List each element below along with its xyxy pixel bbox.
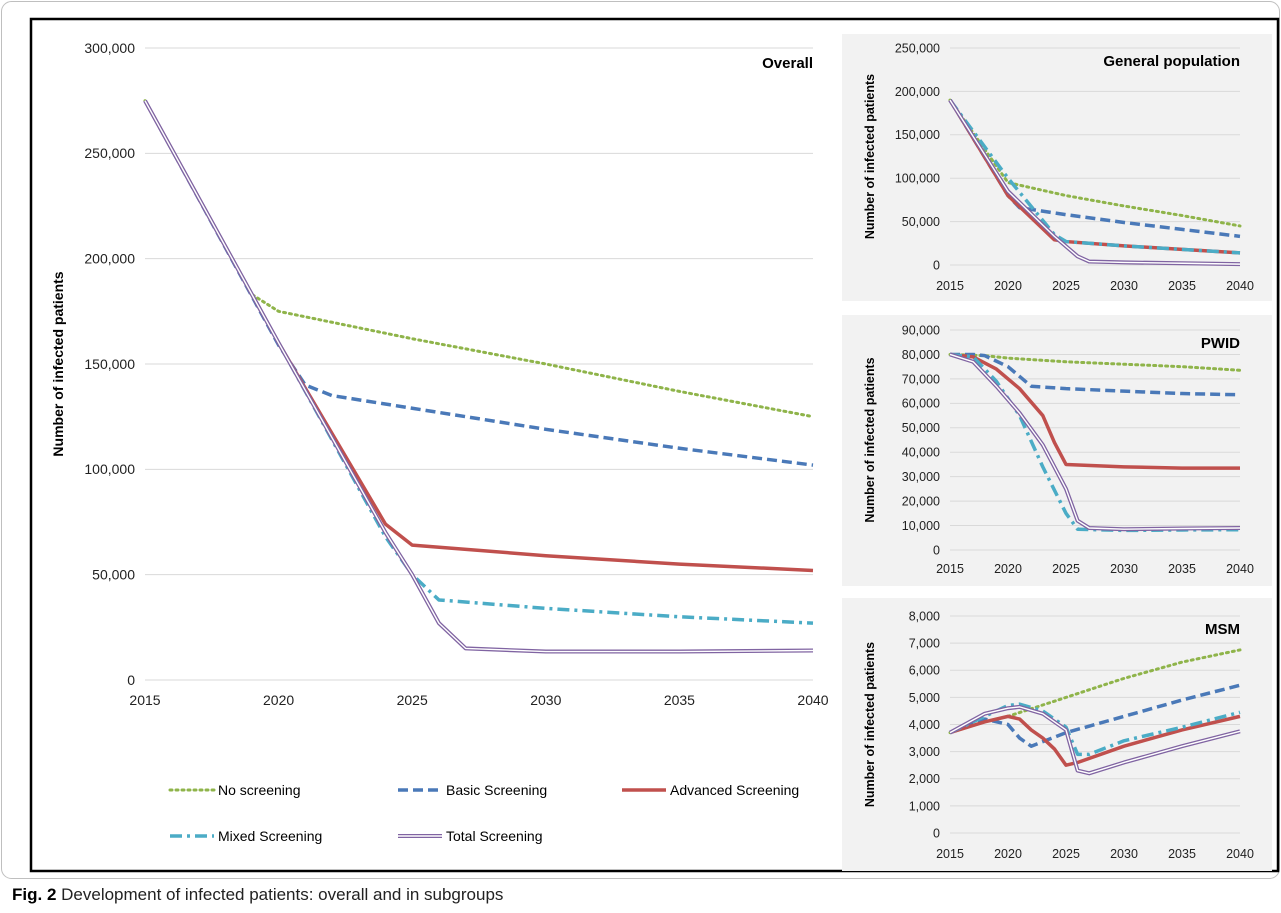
series-line-advanced bbox=[949, 352, 1240, 470]
x-tick-label: 2035 bbox=[1168, 279, 1196, 293]
y-tick-label: 2,000 bbox=[909, 772, 940, 786]
x-tick-label: 2025 bbox=[1052, 847, 1080, 861]
legend-label: Mixed Screening bbox=[218, 828, 322, 844]
y-tick-label: 250,000 bbox=[84, 145, 135, 161]
y-axis-label: Number of infected patients bbox=[863, 357, 877, 522]
panels: 0 50,000 100,000 150,000 200,000 250,000 300,0… bbox=[50, 34, 1272, 871]
y-axis-label: Number of infected patients bbox=[863, 74, 877, 239]
y-tick-label: 7,000 bbox=[909, 637, 940, 651]
series-line-total-inner bbox=[949, 706, 1241, 775]
panel-title: PWID bbox=[1201, 335, 1240, 352]
legend-label: Basic Screening bbox=[446, 782, 547, 798]
legend-item-total: Total Screening bbox=[398, 828, 543, 844]
x-tick-label: 2020 bbox=[263, 692, 294, 708]
y-tick-label: 3,000 bbox=[909, 745, 940, 759]
panel-title: General population bbox=[1103, 53, 1240, 70]
x-tick-label: 2015 bbox=[936, 847, 964, 861]
panel-title: MSM bbox=[1205, 621, 1240, 638]
x-tick-label: 2030 bbox=[1110, 847, 1138, 861]
y-tick-label: 8,000 bbox=[909, 609, 940, 623]
x-tick-label: 2040 bbox=[797, 692, 828, 708]
legend-item-no-screening: No screening bbox=[168, 782, 301, 798]
x-tick-label: 2040 bbox=[1226, 562, 1254, 576]
y-tick-label: 1,000 bbox=[909, 799, 940, 813]
figure-caption: Fig. 2 Development of infected patients:… bbox=[12, 885, 503, 905]
series-line-no-screening bbox=[948, 98, 1242, 228]
x-tick-label: 2025 bbox=[1052, 562, 1080, 576]
y-tick-label: 20,000 bbox=[902, 494, 940, 508]
x-tick-label: 2020 bbox=[994, 279, 1022, 293]
legend-item-mixed: Mixed Screening bbox=[170, 828, 322, 844]
legend-item-basic: Basic Screening bbox=[398, 782, 547, 798]
series-line-total-inner bbox=[949, 353, 1241, 530]
y-tick-label: 5,000 bbox=[909, 691, 940, 705]
y-tick-label: 50,000 bbox=[92, 567, 135, 583]
panel-pwid: 0 10,000 20,000 30,000 40,000 50,000 60,000 70,… bbox=[842, 315, 1272, 586]
y-tick-label: 150,000 bbox=[895, 128, 940, 142]
x-tick-label: 2040 bbox=[1226, 847, 1254, 861]
x-tick-label: 2020 bbox=[994, 847, 1022, 861]
legend-label: Advanced Screening bbox=[670, 782, 799, 798]
y-tick-label: 250,000 bbox=[895, 41, 940, 55]
y-tick-label: 60,000 bbox=[902, 397, 940, 411]
y-tick-label: 50,000 bbox=[902, 215, 940, 229]
panel-overall: 0 50,000 100,000 150,000 200,000 250,000 300,0… bbox=[50, 40, 829, 708]
series-line-total-inner bbox=[949, 99, 1241, 265]
x-tick-label: 2030 bbox=[1110, 562, 1138, 576]
y-tick-label: 0 bbox=[933, 543, 940, 557]
y-tick-label: 90,000 bbox=[902, 323, 940, 337]
legend: No screening Basic Screening Advanced Scre… bbox=[168, 782, 799, 844]
panel-background bbox=[842, 34, 1272, 301]
legend-label: No screening bbox=[218, 782, 301, 798]
caption-text: Development of infected patients: overal… bbox=[61, 885, 504, 904]
caption-label: Fig. 2 bbox=[12, 885, 57, 904]
panel-general-population: 0 50,000 100,000 150,000 200,000 250,000 2015 2… bbox=[842, 34, 1272, 301]
x-tick-label: 2025 bbox=[1052, 279, 1080, 293]
y-tick-label: 100,000 bbox=[84, 461, 135, 477]
y-tick-label: 200,000 bbox=[895, 85, 940, 99]
y-tick-label: 4,000 bbox=[909, 718, 940, 732]
x-tick-label: 2015 bbox=[936, 562, 964, 576]
x-tick-label: 2035 bbox=[664, 692, 695, 708]
panel-title: Overall bbox=[762, 55, 813, 72]
y-tick-label: 200,000 bbox=[84, 251, 135, 267]
y-tick-label: 30,000 bbox=[902, 470, 940, 484]
legend-label: Total Screening bbox=[446, 828, 543, 844]
x-tick-label: 2035 bbox=[1168, 847, 1196, 861]
y-tick-label: 0 bbox=[933, 826, 940, 840]
legend-item-advanced: Advanced Screening bbox=[622, 782, 799, 798]
y-tick-label: 70,000 bbox=[902, 372, 940, 386]
x-tick-label: 2030 bbox=[530, 692, 561, 708]
panel-msm: 0 1,000 2,000 3,000 4,000 5,000 6,000 7,000 8,00… bbox=[842, 598, 1272, 871]
x-tick-label: 2020 bbox=[994, 562, 1022, 576]
series-line-basic bbox=[950, 352, 1241, 397]
y-tick-label: 10,000 bbox=[902, 519, 940, 533]
x-tick-label: 2025 bbox=[397, 692, 428, 708]
y-tick-label: 150,000 bbox=[84, 356, 135, 372]
y-axis-label: Number of infected patients bbox=[863, 642, 877, 807]
outer-frame bbox=[1, 1, 1280, 879]
series-line-total-inner bbox=[144, 100, 814, 653]
y-axis-label: Number of infected patients bbox=[50, 271, 66, 456]
y-tick-label: 0 bbox=[127, 672, 135, 688]
x-tick-label: 2030 bbox=[1110, 279, 1138, 293]
y-tick-label: 80,000 bbox=[902, 348, 940, 362]
y-tick-label: 100,000 bbox=[895, 172, 940, 186]
x-tick-label: 2035 bbox=[1168, 562, 1196, 576]
x-tick-label: 2015 bbox=[129, 692, 160, 708]
series-line-mixed bbox=[948, 99, 1241, 255]
series-line-advanced bbox=[949, 714, 1241, 767]
x-tick-label: 2015 bbox=[936, 279, 964, 293]
y-tick-label: 6,000 bbox=[909, 664, 940, 678]
y-tick-label: 300,000 bbox=[84, 40, 135, 56]
y-tick-label: 50,000 bbox=[902, 421, 940, 435]
y-tick-label: 0 bbox=[933, 258, 940, 272]
y-tick-label: 40,000 bbox=[902, 446, 940, 460]
x-tick-label: 2040 bbox=[1226, 279, 1254, 293]
